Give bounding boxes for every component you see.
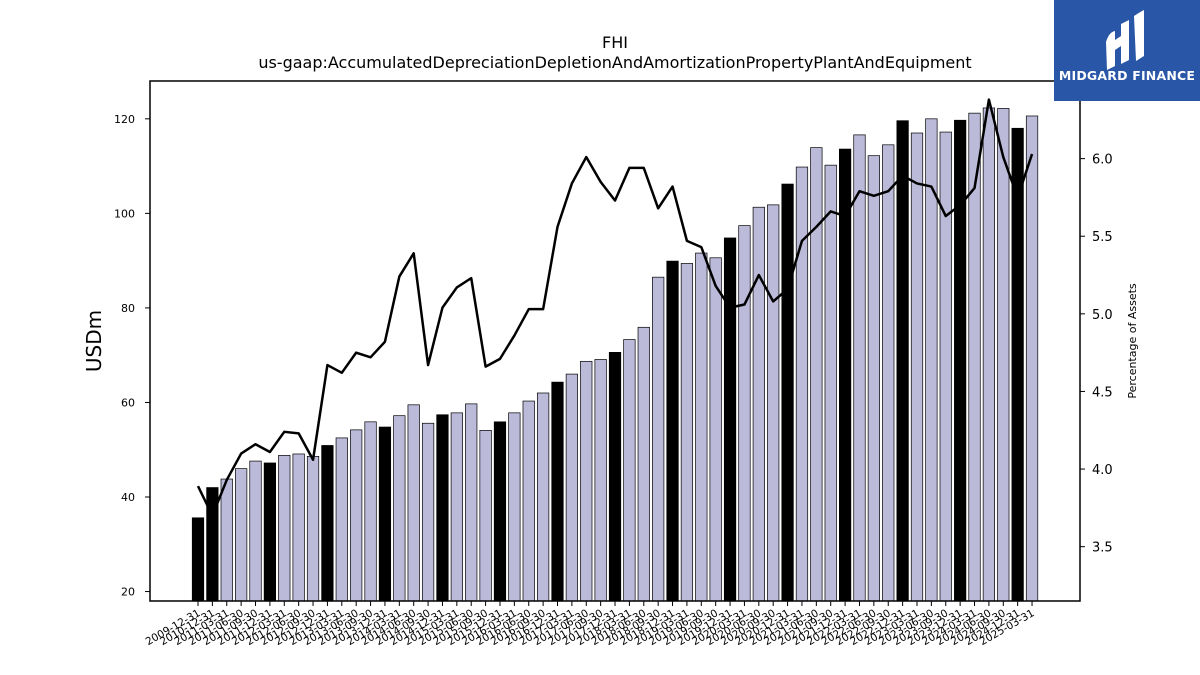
bar-2012-12-31 — [321, 445, 334, 602]
y-axis-label: USDm — [82, 310, 106, 372]
bar-2022-09-30 — [882, 144, 895, 602]
bar-2020-03-31 — [738, 225, 751, 602]
bar-2020-12-31 — [781, 183, 794, 602]
bar-2013-09-30 — [364, 421, 377, 602]
bar-2013-12-31 — [378, 426, 392, 602]
bar-2018-12-31 — [666, 260, 679, 602]
bar-2019-06-30 — [695, 252, 708, 602]
bar-2023-03-31 — [910, 132, 924, 602]
bar-2023-12-31 — [954, 119, 967, 602]
bar-2021-03-31 — [795, 166, 809, 602]
bar-2016-09-30 — [537, 392, 550, 602]
bar-2014-06-30 — [407, 404, 420, 602]
logo-text: MIDGARD FINANCE — [1058, 68, 1196, 83]
bar-2021-09-30 — [824, 164, 837, 602]
bar-2023-09-30 — [939, 131, 952, 602]
y-tick-label-40: 40 — [121, 491, 135, 504]
bar-2017-06-30 — [580, 360, 593, 602]
axes-layer: 204060801001203.54.04.55.05.56.02009-12-… — [114, 80, 1113, 648]
bar-2024-12-31 — [1011, 127, 1024, 602]
bar-2011-06-30 — [235, 468, 248, 602]
bar-2015-03-31 — [450, 412, 463, 602]
bar-2022-03-31 — [853, 134, 866, 602]
bar-2017-09-30 — [594, 359, 607, 602]
bar-2016-03-31 — [508, 412, 521, 602]
logo-mark-icon — [1106, 10, 1144, 70]
bar-2019-09-30 — [709, 257, 722, 602]
bar-2015-09-30 — [479, 430, 492, 602]
bar-2011-09-30 — [249, 460, 262, 602]
bar-2019-03-31 — [680, 263, 694, 602]
bar-2020-06-30 — [752, 206, 765, 602]
y2-tick-label-3.5: 3.5 — [1092, 541, 1113, 556]
bar-2013-03-31 — [335, 437, 348, 602]
bar-2015-06-30 — [465, 403, 478, 602]
bar-2009-12-31 — [191, 517, 205, 602]
bar-2018-03-31 — [623, 339, 636, 602]
line-layer — [196, 98, 1034, 517]
bars-layer — [191, 107, 1039, 602]
y2-tick-label-5: 5.0 — [1092, 308, 1113, 323]
bar-2012-09-30 — [306, 456, 320, 602]
bar-2011-12-31 — [263, 462, 276, 602]
y-tick-label-20: 20 — [121, 586, 135, 599]
y2-tick-label-5.5: 5.5 — [1092, 230, 1113, 245]
bar-2014-12-31 — [436, 414, 449, 602]
y-tick-label-60: 60 — [121, 396, 135, 409]
y-tick-label-100: 100 — [114, 207, 135, 220]
bar-2015-12-31 — [493, 421, 507, 602]
y2-tick-label-4.5: 4.5 — [1092, 385, 1113, 400]
bar-2017-12-31 — [608, 352, 622, 602]
chart-subtitle: us-gaap:AccumulatedDepreciationDepletion… — [258, 53, 971, 72]
bar-2022-06-30 — [867, 155, 880, 602]
chart-title: FHI — [602, 33, 628, 52]
bar-2018-09-30 — [652, 276, 665, 602]
bar-2012-06-30 — [292, 453, 305, 602]
logo: MIDGARD FINANCE — [1054, 0, 1200, 101]
bar-2017-03-31 — [565, 373, 578, 602]
y2-axis-label: Percentage of Assets — [1126, 283, 1139, 399]
y2-tick-label-6: 6.0 — [1092, 153, 1113, 168]
y-tick-label-120: 120 — [114, 113, 135, 126]
y-tick-label-80: 80 — [121, 302, 135, 315]
bar-2021-06-30 — [810, 147, 823, 602]
bar-2025-03-31 — [1025, 115, 1039, 602]
bar-2020-09-30 — [767, 204, 780, 602]
bar-2016-12-31 — [551, 381, 564, 602]
bar-2014-09-30 — [421, 422, 435, 602]
bar-2024-09-30 — [997, 108, 1010, 602]
y2-tick-label-4: 4.0 — [1092, 463, 1113, 478]
bar-2023-06-30 — [925, 118, 938, 602]
bar-2011-03-31 — [220, 478, 233, 602]
percentage-line — [196, 98, 1034, 517]
bar-2012-03-31 — [278, 455, 291, 602]
bar-2019-12-31 — [723, 237, 737, 602]
bar-2018-06-30 — [637, 326, 650, 602]
bar-2024-06-30 — [982, 107, 996, 602]
bar-2022-12-31 — [896, 120, 909, 602]
bar-2014-03-31 — [393, 415, 406, 602]
bar-2013-06-30 — [350, 429, 363, 602]
bar-2016-06-30 — [522, 400, 535, 602]
